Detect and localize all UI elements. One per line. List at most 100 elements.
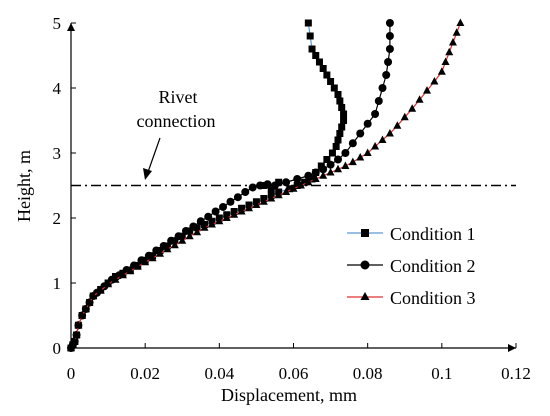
data-point-triangle <box>259 197 268 205</box>
data-point-triangle <box>296 181 305 189</box>
data-point-triangle <box>400 112 409 121</box>
data-point-circle <box>385 45 394 53</box>
data-point-circle <box>319 165 328 174</box>
data-point-triangle <box>237 207 246 215</box>
data-point-triangle <box>78 311 87 319</box>
y-tick-label: 4 <box>53 79 62 98</box>
data-point-triangle <box>170 240 179 249</box>
data-point-triangle <box>193 227 202 236</box>
data-point-triangle <box>415 95 424 103</box>
data-point-circle <box>233 193 242 202</box>
data-point-triangle <box>437 67 446 75</box>
data-point-circle <box>256 181 265 190</box>
data-point-circle <box>378 84 387 92</box>
data-point-circle <box>204 212 213 221</box>
legend-marker-circle <box>360 260 370 270</box>
data-point-triangle <box>385 129 394 137</box>
data-point-triangle <box>371 142 380 150</box>
data-point-square <box>293 182 301 189</box>
data-point-circle <box>174 232 183 241</box>
data-point-triangle <box>430 77 439 85</box>
data-point-circle <box>385 19 394 27</box>
annotation-line2: connection <box>137 111 216 131</box>
data-point-circle <box>270 181 279 190</box>
data-point-circle <box>263 180 272 189</box>
data-point-circle <box>304 171 313 180</box>
data-point-triangle <box>408 104 417 112</box>
data-point-circle <box>371 110 380 118</box>
data-point-square <box>336 97 344 105</box>
legend-label-1: Condition 1 <box>390 224 476 244</box>
data-point-triangle <box>267 194 276 202</box>
data-point-circle <box>241 188 250 196</box>
data-point-square <box>267 185 275 193</box>
legend-label-3: Condition 3 <box>390 288 476 308</box>
data-point-triangle <box>326 168 335 176</box>
y-tick-label: 3 <box>53 144 62 163</box>
y-axis-title: Height, m <box>14 150 34 222</box>
x-tick-label: 0.04 <box>204 364 234 383</box>
legend-label-2: Condition 2 <box>390 256 476 276</box>
data-point-triangle <box>356 153 365 161</box>
data-point-square <box>328 149 336 157</box>
data-point-triangle <box>81 304 90 312</box>
x-axis-arrowhead <box>508 344 516 352</box>
data-point-triangle <box>441 57 450 65</box>
series-layer <box>67 18 465 352</box>
data-point-square <box>338 123 346 131</box>
data-point-square <box>334 136 342 144</box>
data-point-square <box>338 104 346 111</box>
data-point-triangle <box>252 200 261 208</box>
data-point-circle <box>226 197 235 206</box>
y-tick-label: 5 <box>53 14 62 33</box>
data-point-circle <box>334 155 342 164</box>
data-point-triangle <box>85 298 94 306</box>
data-point-triangle <box>452 28 461 36</box>
x-tick-label: 0.02 <box>130 364 160 383</box>
x-tick-label: 0.06 <box>279 364 309 383</box>
x-axis-title: Displacement, mm <box>221 385 357 405</box>
legend-marker-triangle <box>360 292 370 300</box>
data-point-triangle <box>72 330 81 338</box>
x-tick-label: 0.12 <box>501 364 531 383</box>
x-tick-label: 0.08 <box>353 364 383 383</box>
x-tick-label: 0 <box>67 364 76 383</box>
data-point-triangle <box>200 223 209 231</box>
data-point-triangle <box>348 157 357 166</box>
data-point-square <box>306 32 314 40</box>
data-point-triangle <box>319 171 328 179</box>
data-point-circle <box>311 168 320 177</box>
data-point-triangle <box>141 257 150 266</box>
data-point-triangle <box>311 174 320 182</box>
data-point-triangle <box>363 148 372 156</box>
data-point-square <box>332 143 340 150</box>
data-point-square <box>319 65 327 72</box>
legend-item-condition-2: Condition 2 <box>347 256 476 276</box>
data-point-square <box>323 71 331 79</box>
data-point-circle <box>384 58 393 66</box>
data-point-square <box>340 117 348 124</box>
series-1 <box>67 19 348 352</box>
data-point-square <box>315 58 323 66</box>
data-point-circle <box>282 178 291 187</box>
data-point-square <box>286 185 294 193</box>
data-point-square <box>336 130 344 137</box>
data-point-circle <box>341 149 350 157</box>
legend-item-condition-1: Condition 1 <box>347 224 476 244</box>
data-point-circle <box>181 227 190 235</box>
data-point-triangle <box>304 177 313 186</box>
x-tick-label: 0.1 <box>431 364 452 383</box>
legend-item-condition-3: Condition 3 <box>347 288 476 308</box>
data-point-triangle <box>89 291 98 299</box>
data-point-triangle <box>185 231 194 240</box>
data-point-square <box>308 45 316 53</box>
data-point-triangle <box>111 275 120 283</box>
legend-marker-square <box>361 229 369 237</box>
legend: Condition 1 Condition 2 Condition 3 <box>347 224 476 308</box>
tick-labels: 0 0.02 0.04 0.06 0.08 0.1 0.12 0 1 2 3 4 5 <box>53 14 531 383</box>
data-point-triangle <box>289 184 298 192</box>
data-point-square <box>340 110 348 118</box>
data-point-triangle <box>148 253 157 262</box>
data-point-circle <box>293 175 302 183</box>
